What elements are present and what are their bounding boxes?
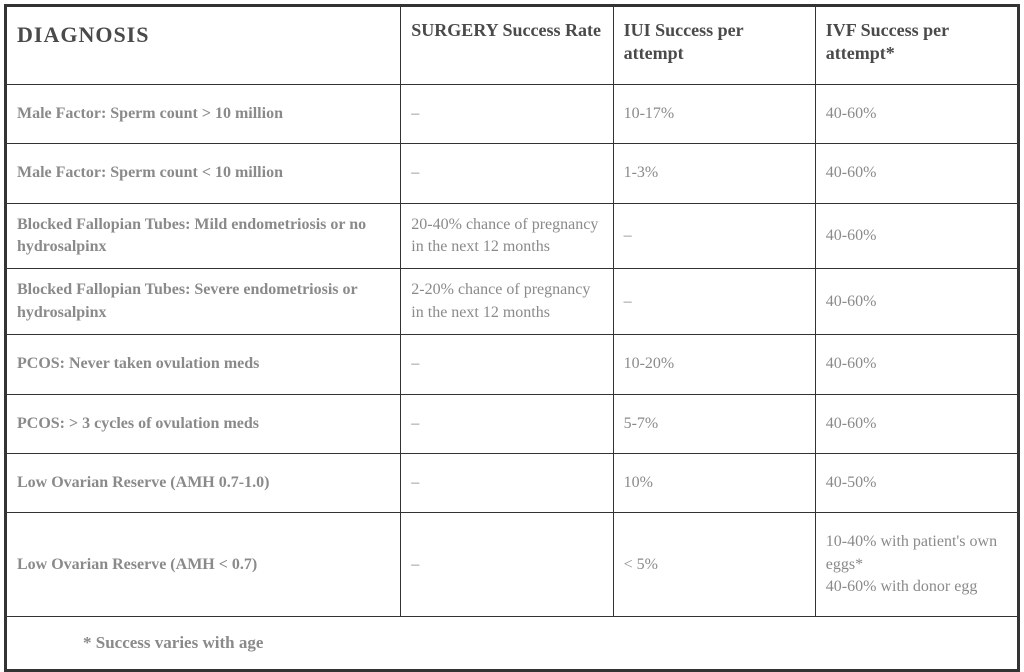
cell-diagnosis: Male Factor: Sperm count < 10 million bbox=[7, 144, 401, 203]
cell-diagnosis: Low Ovarian Reserve (AMH < 0.7) bbox=[7, 513, 401, 617]
cell-diagnosis: Blocked Fallopian Tubes: Mild endometrio… bbox=[7, 203, 401, 269]
cell-surgery: – bbox=[401, 144, 613, 203]
table-row: Blocked Fallopian Tubes: Severe endometr… bbox=[7, 269, 1018, 335]
cell-ivf: 40-60% bbox=[815, 84, 1017, 143]
table-row: PCOS: Never taken ovulation meds–10-20%4… bbox=[7, 335, 1018, 394]
cell-ivf: 40-50% bbox=[815, 453, 1017, 512]
table-row: Male Factor: Sperm count > 10 million–10… bbox=[7, 84, 1018, 143]
cell-ivf: 40-60% bbox=[815, 144, 1017, 203]
header-surgery: SURGERY Success Rate bbox=[401, 7, 613, 85]
cell-ivf: 40-60% bbox=[815, 394, 1017, 453]
cell-diagnosis: PCOS: Never taken ovulation meds bbox=[7, 335, 401, 394]
table-row: Low Ovarian Reserve (AMH 0.7-1.0)–10%40-… bbox=[7, 453, 1018, 512]
table-row: Male Factor: Sperm count < 10 million–1-… bbox=[7, 144, 1018, 203]
success-rate-table-container: DIAGNOSIS SURGERY Success Rate IUI Succe… bbox=[4, 4, 1020, 672]
cell-surgery: – bbox=[401, 335, 613, 394]
cell-iui: 10-20% bbox=[613, 335, 815, 394]
cell-ivf: 40-60% bbox=[815, 335, 1017, 394]
cell-diagnosis: Blocked Fallopian Tubes: Severe endometr… bbox=[7, 269, 401, 335]
cell-iui: – bbox=[613, 203, 815, 269]
cell-diagnosis: PCOS: > 3 cycles of ovulation meds bbox=[7, 394, 401, 453]
header-iui: IUI Success per attempt bbox=[613, 7, 815, 85]
table-row: Blocked Fallopian Tubes: Mild endometrio… bbox=[7, 203, 1018, 269]
cell-ivf: 40-60% bbox=[815, 203, 1017, 269]
cell-surgery: – bbox=[401, 394, 613, 453]
table-row: Low Ovarian Reserve (AMH < 0.7)–< 5%10-4… bbox=[7, 513, 1018, 617]
cell-diagnosis: Low Ovarian Reserve (AMH 0.7-1.0) bbox=[7, 453, 401, 512]
cell-surgery: 20-40% chance of pregnancy in the next 1… bbox=[401, 203, 613, 269]
cell-surgery: – bbox=[401, 453, 613, 512]
cell-surgery: – bbox=[401, 84, 613, 143]
footnote-cell: * Success varies with age bbox=[7, 617, 1018, 670]
cell-iui: < 5% bbox=[613, 513, 815, 617]
header-diagnosis: DIAGNOSIS bbox=[7, 7, 401, 85]
cell-surgery: 2-20% chance of pregnancy in the next 12… bbox=[401, 269, 613, 335]
cell-iui: 10-17% bbox=[613, 84, 815, 143]
cell-iui: – bbox=[613, 269, 815, 335]
cell-surgery: – bbox=[401, 513, 613, 617]
cell-iui: 10% bbox=[613, 453, 815, 512]
table-body: Male Factor: Sperm count > 10 million–10… bbox=[7, 84, 1018, 669]
cell-iui: 5-7% bbox=[613, 394, 815, 453]
cell-iui: 1-3% bbox=[613, 144, 815, 203]
table-row: PCOS: > 3 cycles of ovulation meds–5-7%4… bbox=[7, 394, 1018, 453]
success-rate-table: DIAGNOSIS SURGERY Success Rate IUI Succe… bbox=[6, 6, 1018, 670]
cell-diagnosis: Male Factor: Sperm count > 10 million bbox=[7, 84, 401, 143]
header-ivf: IVF Success per attempt* bbox=[815, 7, 1017, 85]
footnote-row: * Success varies with age bbox=[7, 617, 1018, 670]
table-header: DIAGNOSIS SURGERY Success Rate IUI Succe… bbox=[7, 7, 1018, 85]
cell-ivf: 40-60% bbox=[815, 269, 1017, 335]
cell-ivf: 10-40% with patient's own eggs*40-60% wi… bbox=[815, 513, 1017, 617]
